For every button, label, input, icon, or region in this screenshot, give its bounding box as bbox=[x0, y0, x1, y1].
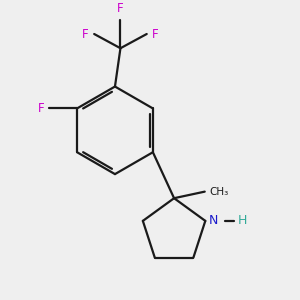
Text: H: H bbox=[238, 214, 248, 227]
Text: F: F bbox=[117, 2, 124, 15]
Text: CH₃: CH₃ bbox=[209, 187, 228, 196]
Text: F: F bbox=[82, 28, 89, 40]
Text: N: N bbox=[208, 214, 218, 227]
Text: F: F bbox=[38, 102, 44, 115]
Text: F: F bbox=[152, 28, 159, 40]
